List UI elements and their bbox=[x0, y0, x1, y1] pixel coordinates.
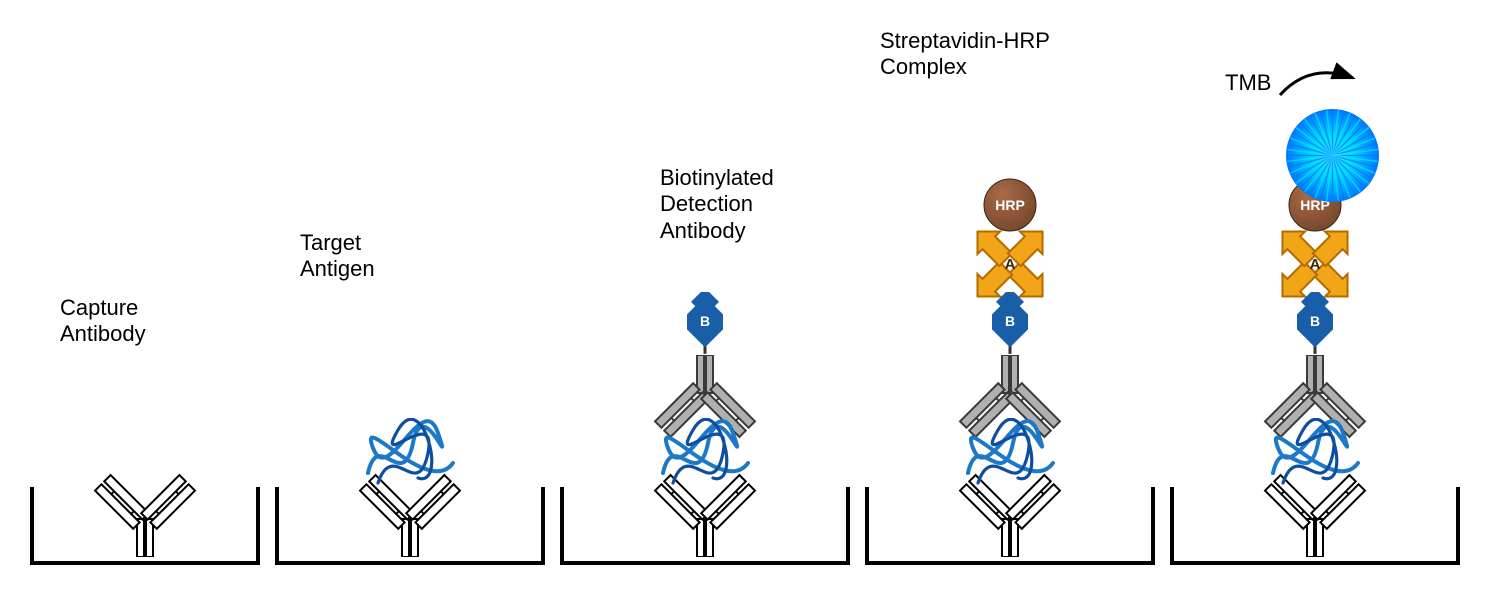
capture-antibody-icon bbox=[90, 469, 200, 562]
elisa-step-panel: B A HRP bbox=[865, 10, 1155, 570]
component-stack: B A HRP bbox=[1260, 178, 1370, 562]
component-stack: B A HRP bbox=[955, 178, 1065, 562]
signal-burst-icon bbox=[1285, 108, 1380, 208]
svg-text:B: B bbox=[1005, 313, 1015, 329]
step-label: TMB bbox=[1225, 70, 1271, 96]
biotin-icon: B bbox=[687, 292, 723, 359]
elisa-step-panel: B bbox=[560, 10, 850, 570]
elisa-step-panel bbox=[30, 10, 260, 570]
step-label: Streptavidin-HRP Complex bbox=[880, 28, 1050, 81]
step-label: Capture Antibody bbox=[60, 295, 146, 348]
biotin-icon: B bbox=[1297, 292, 1333, 359]
antigen-icon bbox=[1263, 418, 1368, 503]
tmb-arrow-icon bbox=[1275, 60, 1365, 120]
svg-text:B: B bbox=[1310, 313, 1320, 329]
antigen-icon bbox=[358, 418, 463, 503]
step-label: Biotinylated Detection Antibody bbox=[660, 165, 774, 244]
step-label: Target Antigen bbox=[300, 230, 375, 283]
svg-text:A: A bbox=[1310, 256, 1321, 273]
component-stack: B bbox=[650, 292, 760, 562]
component-stack bbox=[90, 471, 200, 562]
component-stack bbox=[355, 418, 465, 562]
biotin-icon: B bbox=[992, 292, 1028, 359]
antigen-icon bbox=[958, 418, 1063, 503]
elisa-step-panel bbox=[275, 10, 545, 570]
svg-text:HRP: HRP bbox=[995, 197, 1025, 213]
svg-text:B: B bbox=[700, 313, 710, 329]
svg-text:A: A bbox=[1005, 256, 1016, 273]
antigen-icon bbox=[653, 418, 758, 503]
